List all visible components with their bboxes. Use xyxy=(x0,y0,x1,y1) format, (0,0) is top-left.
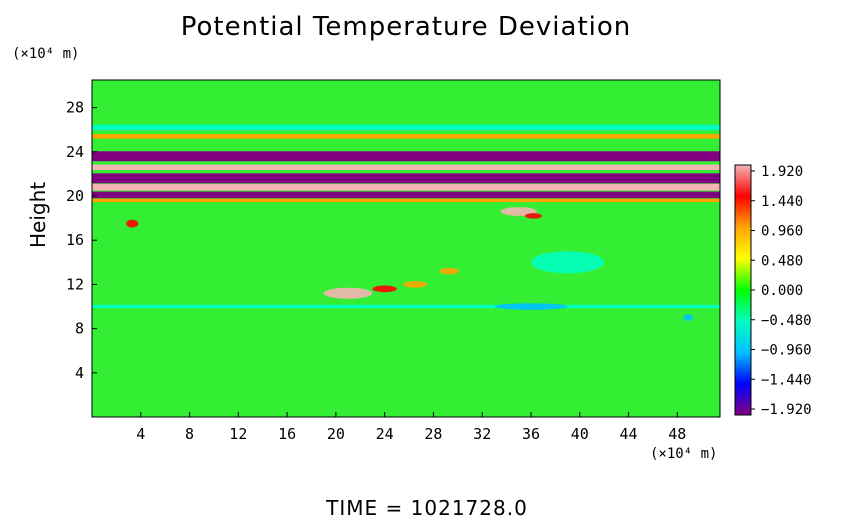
colorbar-tick-label: 0.960 xyxy=(761,224,803,240)
data-band xyxy=(92,134,720,139)
data-band xyxy=(92,191,720,199)
colorbar-tick-label: −0.960 xyxy=(761,343,812,359)
x-tick-label: 8 xyxy=(185,425,194,443)
y-axis: 4 8 12 16 20 24 28 xyxy=(66,99,97,382)
colorbar-tick-label: −1.920 xyxy=(761,402,812,418)
y-tick-label: 28 xyxy=(66,99,84,117)
x-tick-label: 12 xyxy=(229,425,247,443)
data-patch xyxy=(530,251,605,274)
data-band xyxy=(92,304,720,309)
chart-title: Potential Temperature Deviation xyxy=(180,12,632,42)
x-tick-label: 24 xyxy=(376,425,394,443)
data-patch xyxy=(439,267,460,275)
time-label: TIME = 1021728.0 xyxy=(326,496,528,520)
data-patch xyxy=(372,285,397,293)
data-patch xyxy=(500,207,538,216)
data-band xyxy=(92,173,720,184)
data-band xyxy=(92,183,720,191)
plot-area xyxy=(91,79,721,418)
data-band xyxy=(92,164,720,171)
x-tick-label: 36 xyxy=(522,425,540,443)
y-axis-unit: (×10⁴ m) xyxy=(12,46,80,62)
colorbar-tick-label: −0.480 xyxy=(761,313,812,329)
data-patch xyxy=(402,281,428,288)
y-tick-label: 4 xyxy=(75,364,84,382)
x-tick-label: 16 xyxy=(278,425,296,443)
data-patch xyxy=(323,287,373,299)
data-band xyxy=(92,151,720,162)
colorbar-tick-label: 1.920 xyxy=(761,164,803,180)
x-tick-label: 4 xyxy=(136,425,145,443)
colorbar-tick-label: −1.440 xyxy=(761,372,812,388)
data-patch xyxy=(683,314,694,321)
plot-background xyxy=(92,80,720,417)
x-tick-label: 44 xyxy=(620,425,638,443)
data-band xyxy=(92,124,720,131)
x-tick-label: 48 xyxy=(668,425,686,443)
x-axis: 4 8 12 16 20 24 28 32 36 40 44 48 xyxy=(136,412,686,443)
colorbar-tick-label: 0.000 xyxy=(761,283,803,299)
colorbar-tick-label: 1.440 xyxy=(761,194,803,210)
y-tick-label: 16 xyxy=(66,231,84,249)
data-patch xyxy=(494,303,568,310)
y-tick-label: 12 xyxy=(66,275,84,293)
y-tick-label: 20 xyxy=(66,187,84,205)
colorbar-scale xyxy=(734,164,752,416)
data-patch xyxy=(524,213,542,219)
y-tick-label: 24 xyxy=(66,143,84,161)
data-band xyxy=(92,198,720,203)
colorbar-tick-label: 0.480 xyxy=(761,253,803,269)
x-tick-label: 32 xyxy=(473,425,491,443)
plot-frame xyxy=(91,79,721,418)
colorbar: 1.920 1.440 0.960 0.480 0.000 −0.480 −0.960 −1.… xyxy=(734,164,812,418)
x-axis-unit: (×10⁴ m) xyxy=(650,446,718,462)
data-patch xyxy=(126,219,139,228)
y-tick-label: 8 xyxy=(75,320,84,338)
x-tick-label: 40 xyxy=(571,425,589,443)
x-tick-label: 28 xyxy=(424,425,442,443)
x-tick-label: 20 xyxy=(327,425,345,443)
